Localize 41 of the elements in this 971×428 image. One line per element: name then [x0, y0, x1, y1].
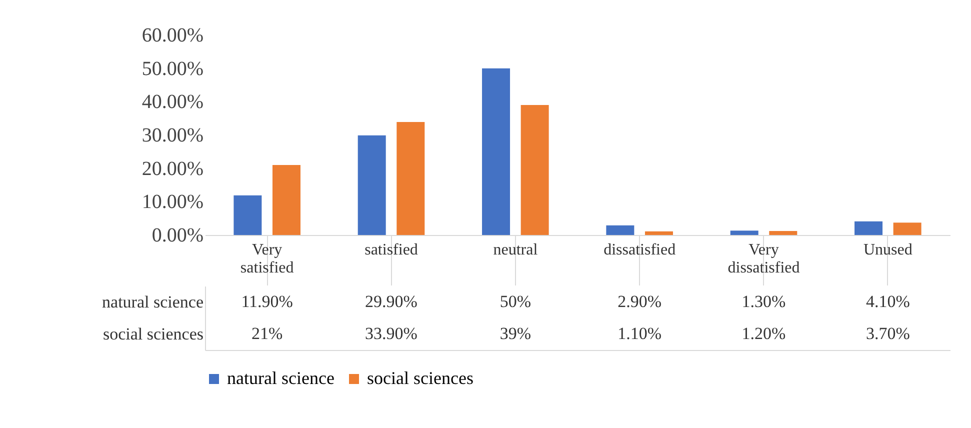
bar: [272, 165, 300, 235]
bar: [893, 222, 922, 235]
bar: [769, 231, 798, 235]
data-label: 50%: [500, 292, 532, 311]
x-tick-label: dissatisfied: [604, 242, 676, 258]
bar: [730, 230, 758, 235]
y-tick-label: 60.00%: [142, 24, 204, 46]
y-tick-label: 40.00%: [142, 91, 204, 114]
data-label: 3.70%: [866, 324, 910, 343]
bar: [482, 68, 510, 235]
y-tick-label: 0.00%: [152, 224, 204, 246]
bar: [606, 225, 634, 235]
data-label: 1.30%: [742, 292, 786, 311]
data-label: 11.90%: [241, 292, 293, 311]
y-tick-label: 30.00%: [142, 124, 204, 146]
bar: [396, 122, 425, 235]
data-label: 4.10%: [866, 292, 910, 311]
data-label: 21%: [251, 324, 283, 343]
x-tick-label: neutral: [493, 242, 538, 258]
data-label: 33.90%: [365, 324, 418, 343]
text: natural science: [102, 292, 204, 312]
y-tick-label: 10.00%: [142, 191, 204, 214]
bar: [358, 135, 386, 235]
data-label: 39%: [500, 324, 532, 343]
bar: [520, 105, 549, 235]
bar: [644, 231, 673, 235]
legend-label: natural science: [227, 368, 334, 388]
data-label: 29.90%: [365, 292, 418, 311]
y-tick-label: 50.00%: [142, 58, 204, 80]
x-tick-label: satisfied: [364, 242, 418, 258]
text: social sciences: [102, 324, 204, 344]
bar: [854, 221, 883, 235]
data-label: 2.90%: [618, 292, 662, 311]
x-tick-label: Very dissatisfied: [728, 242, 800, 276]
y-tick-label: 20.00%: [142, 158, 204, 180]
x-tick-label: Very satisfied: [240, 242, 294, 276]
legend-label: social sciences: [367, 368, 474, 388]
data-label: 1.10%: [618, 324, 662, 343]
data-label: 1.20%: [742, 324, 786, 343]
x-tick-label: Unused: [863, 242, 912, 258]
bar: [234, 195, 262, 235]
